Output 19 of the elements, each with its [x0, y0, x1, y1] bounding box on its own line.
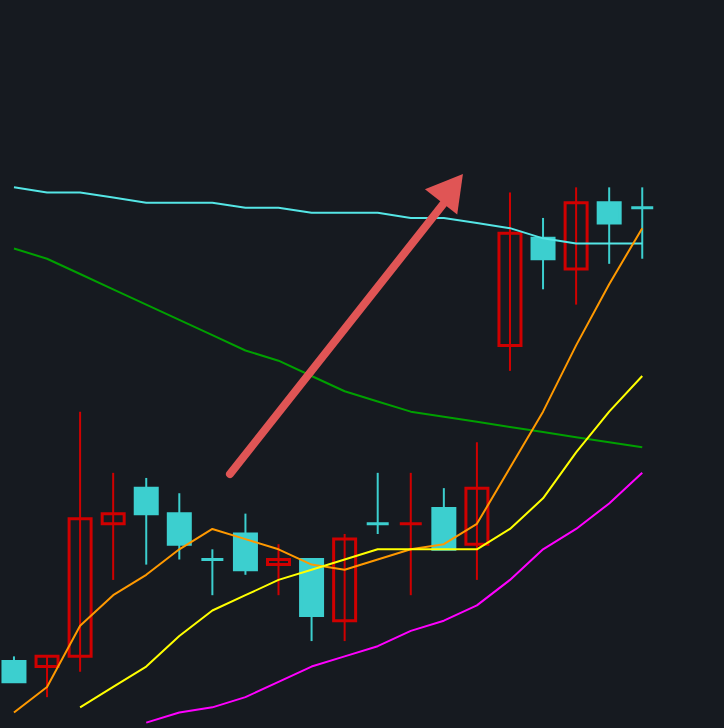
candlestick — [332, 533, 358, 643]
candlestick — [464, 441, 490, 581]
candlestick — [266, 543, 292, 597]
candlestick — [199, 548, 225, 597]
candlestick — [365, 471, 391, 536]
candlestick — [34, 654, 60, 699]
candlestick — [133, 476, 159, 566]
candlestick — [629, 186, 655, 260]
candlestick — [431, 487, 457, 551]
candlestick — [100, 471, 126, 581]
candlestick — [232, 512, 258, 576]
candlestick — [596, 186, 622, 265]
candlestick — [67, 410, 93, 673]
candlestick — [398, 471, 424, 597]
candlestick — [530, 216, 556, 291]
candlestick — [1, 655, 27, 684]
candlestick — [497, 191, 523, 372]
candlestick — [166, 492, 192, 561]
candlestick — [563, 186, 589, 306]
